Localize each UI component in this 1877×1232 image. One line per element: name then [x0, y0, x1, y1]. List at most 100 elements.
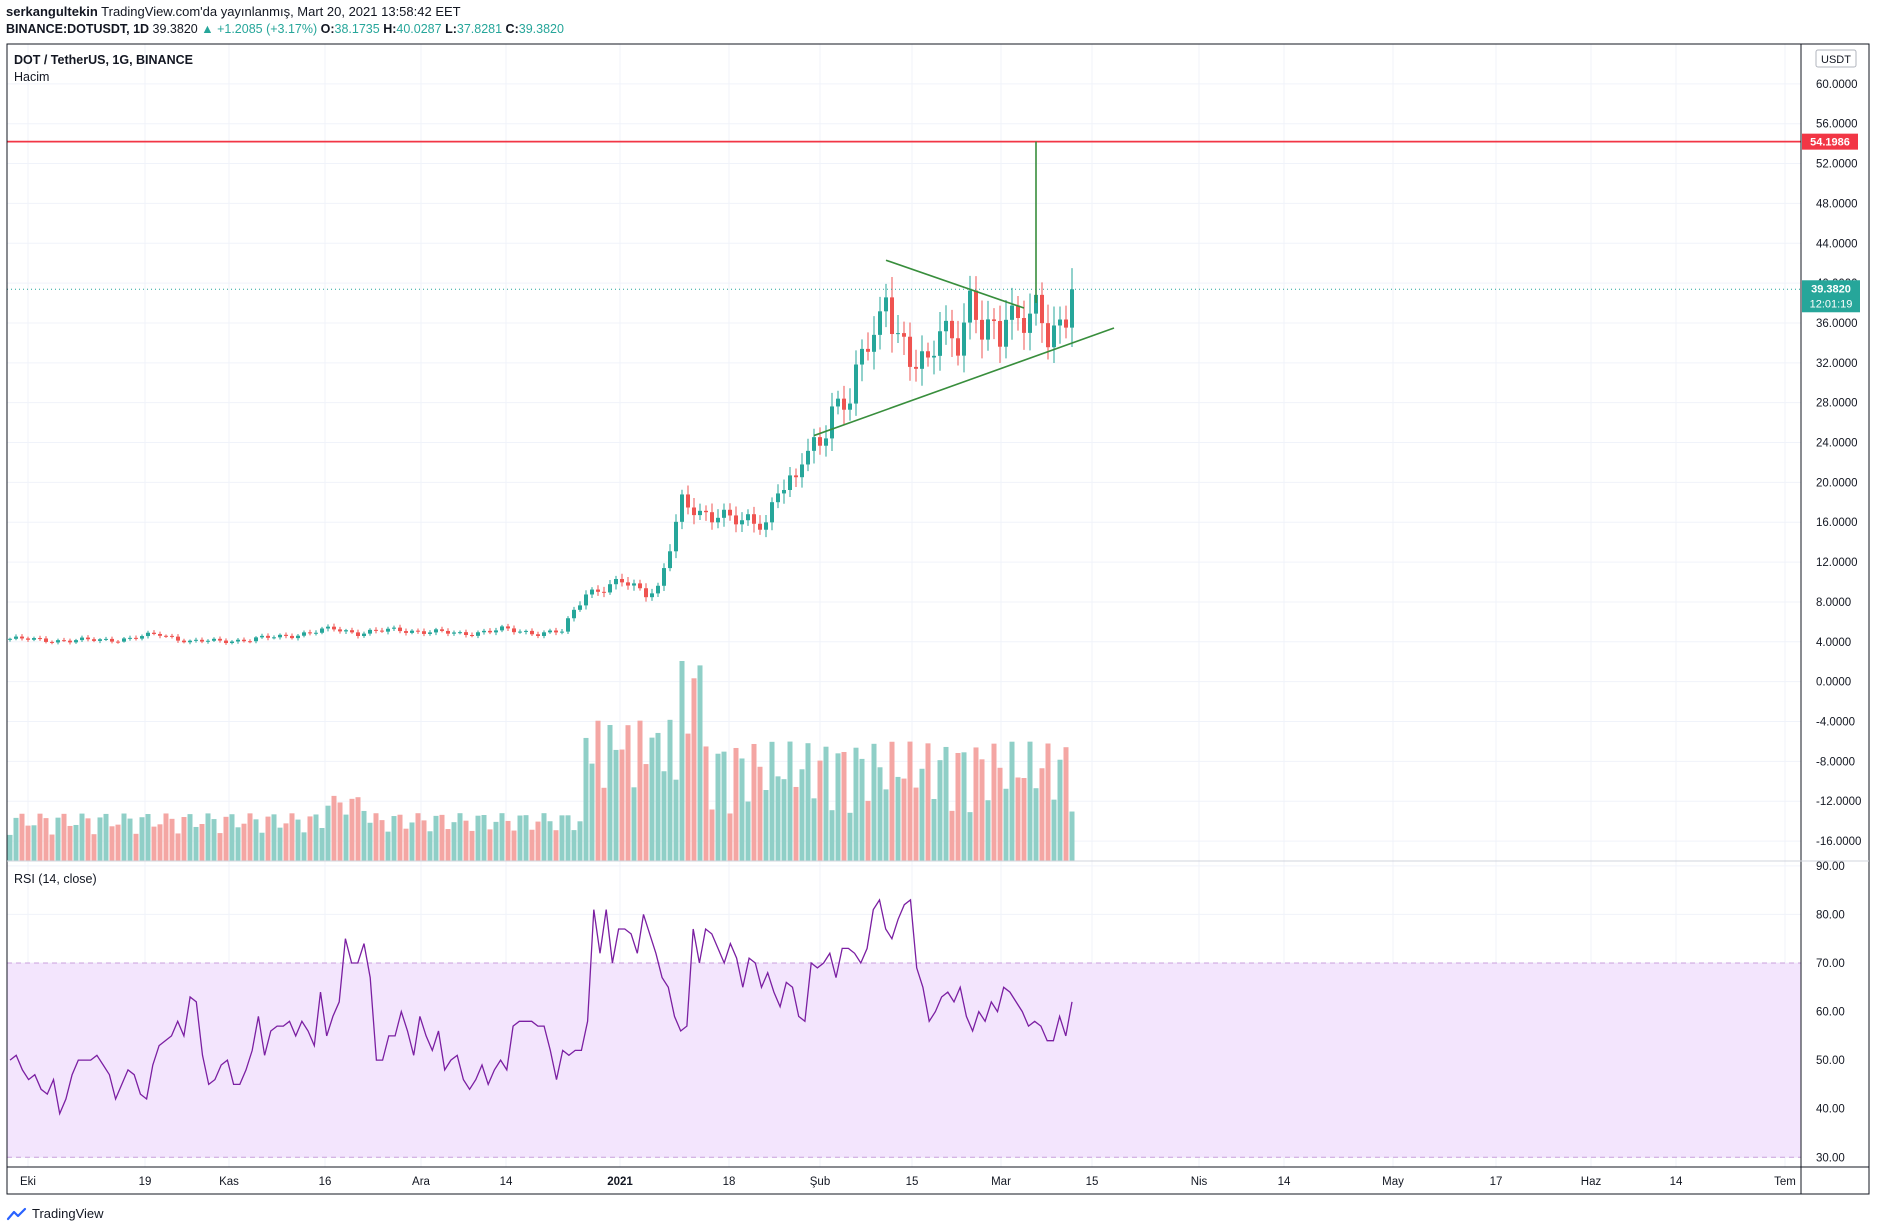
volume-bar	[577, 821, 583, 861]
volume-bar	[991, 743, 997, 861]
candle-body	[788, 475, 792, 490]
candle-body	[176, 636, 180, 641]
volume-bar	[25, 825, 31, 861]
volume-bar	[805, 743, 811, 861]
time-tick-label: 15	[1086, 1176, 1099, 1188]
volume-bar	[373, 813, 379, 861]
candle-body	[206, 640, 210, 642]
candle-body	[1040, 294, 1044, 324]
volume-bar	[241, 823, 247, 861]
resistance-price-badge: 54.1986	[1802, 133, 1858, 150]
volume-bar	[763, 790, 769, 861]
volume-bar	[853, 747, 859, 861]
tradingview-logo[interactable]: TradingView	[6, 1206, 104, 1221]
volume-bar	[343, 814, 349, 861]
volume-label: Hacim	[14, 70, 49, 84]
volume-bar	[487, 829, 493, 861]
candle-body	[248, 641, 252, 643]
time-tick-label: 18	[723, 1176, 736, 1188]
volume-bar	[625, 725, 631, 861]
candle-body	[356, 632, 360, 637]
candle-body	[602, 591, 606, 593]
candle-body	[260, 635, 264, 638]
candle-body	[542, 632, 546, 636]
time-tick-label: 17	[1490, 1176, 1503, 1188]
brand-name: TradingView	[32, 1206, 104, 1221]
volume-bar	[61, 813, 67, 861]
volume-bar	[463, 820, 469, 861]
open-label: O:	[320, 22, 335, 36]
candle-body	[98, 639, 102, 641]
candle-body	[428, 632, 432, 634]
time-tick-label: 15	[906, 1176, 919, 1188]
volume-bar	[679, 661, 685, 861]
volume-bar	[1039, 768, 1045, 861]
volume-bar	[229, 814, 235, 861]
volume-bar	[835, 753, 841, 861]
volume-bar	[301, 832, 307, 861]
candle-body	[50, 641, 54, 643]
candle-body	[986, 319, 990, 340]
candle-body	[464, 632, 468, 636]
time-tick-label: 14	[1278, 1176, 1291, 1188]
volume-bar	[511, 830, 517, 861]
volume-bar	[685, 733, 691, 861]
price-tick-label: 4.0000	[1816, 637, 1851, 649]
price-tick-label: 0.0000	[1816, 677, 1851, 689]
volume-bar	[631, 787, 637, 861]
volume-bar	[1057, 759, 1063, 861]
triangle-pattern	[813, 141, 1115, 437]
candle-body	[452, 632, 456, 634]
candle-body	[566, 618, 570, 632]
candle-body	[1034, 294, 1038, 314]
candle-body	[698, 510, 702, 516]
volume-bar	[979, 759, 985, 861]
volume-bar	[871, 743, 877, 861]
volume-bar	[349, 798, 355, 861]
volume-bar	[265, 816, 271, 861]
candle-body	[668, 551, 672, 569]
candle-body	[266, 635, 270, 638]
volume-bar	[85, 818, 91, 861]
volume-bar	[841, 751, 847, 861]
currency-badge[interactable]: USDT	[1815, 49, 1857, 68]
price-tick-label: -8.0000	[1816, 756, 1855, 768]
candle-body	[944, 320, 948, 332]
candle-body	[758, 523, 762, 530]
candle-body	[662, 568, 666, 586]
volume-bar	[1045, 743, 1051, 861]
low-value: 37.8281	[456, 22, 503, 36]
volume-bar	[475, 815, 481, 861]
candle-body	[68, 640, 72, 643]
candle-body	[182, 640, 186, 643]
author-name[interactable]: serkangultekin	[6, 4, 98, 19]
time-tick-label: 16	[319, 1176, 332, 1188]
rsi-label: RSI (14, close)	[14, 872, 97, 886]
volume-bar	[49, 834, 55, 861]
candle-body	[638, 583, 642, 589]
time-axis: Eki 19 Kas 16 Ara 14 2021 18 Şub 15 Mar 15 Nis 14 May 1…	[20, 1176, 1796, 1188]
candle-body	[968, 290, 972, 323]
time-tick-label: Mar	[991, 1176, 1011, 1188]
time-tick-label: 2021	[607, 1176, 633, 1188]
candle-body	[434, 629, 438, 633]
volume-bar	[1021, 778, 1027, 861]
candle-body	[470, 635, 474, 637]
volume-bar	[391, 816, 397, 861]
symbol-line[interactable]: BINANCE:DOTUSDT, 1D	[6, 22, 150, 36]
candle-body	[92, 639, 96, 641]
candle-body	[956, 338, 960, 356]
rsi-tick-label: 40.00	[1816, 1104, 1845, 1116]
volume-bar	[823, 746, 829, 861]
candle-body	[1064, 319, 1068, 328]
candle-body	[224, 640, 228, 644]
volume-bar	[181, 817, 187, 861]
candle-body	[218, 638, 222, 641]
volume-bar	[499, 813, 505, 861]
rsi-tick-label: 70.00	[1816, 958, 1845, 970]
volume-bar	[361, 810, 367, 861]
candle-body	[770, 502, 774, 523]
volume-bar	[253, 819, 259, 861]
candle-body	[122, 638, 126, 642]
